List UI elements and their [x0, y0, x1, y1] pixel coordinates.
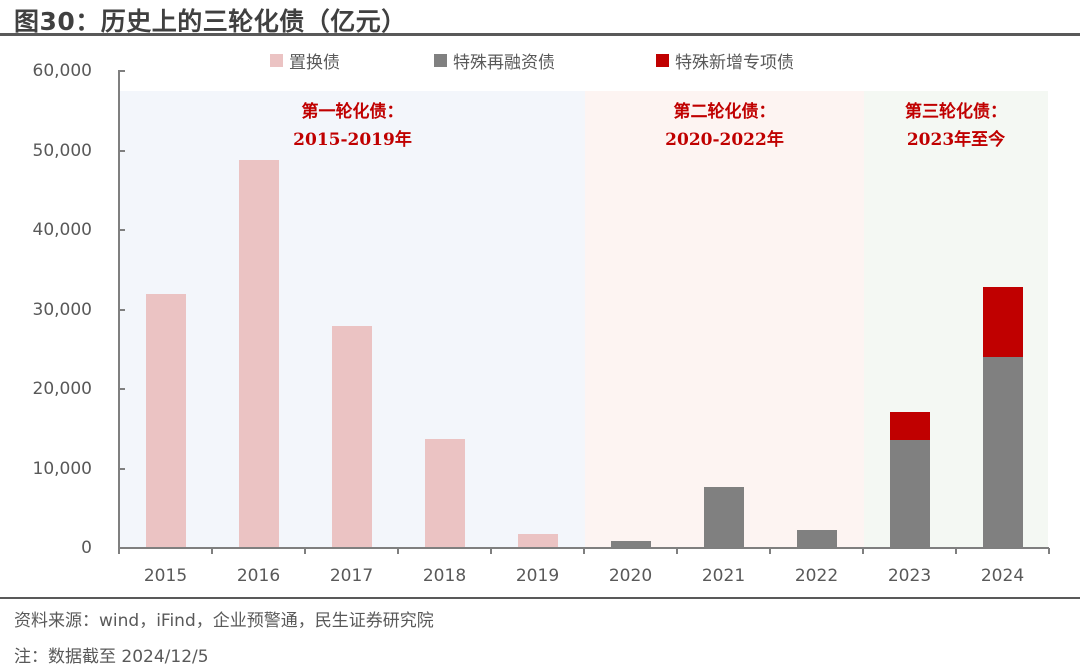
x-axis-label: 2020	[608, 566, 653, 586]
legend-label: 置换债	[289, 52, 340, 73]
legend-swatch-icon	[270, 53, 283, 67]
legend-swatch-icon	[656, 53, 669, 67]
y-axis-tick	[118, 229, 125, 231]
chart-plot-area: 0 10,000 20,000 30,000 40,000 50,000 60,000 20…	[32, 61, 1050, 586]
y-axis-tick	[118, 467, 125, 470]
y-axis-tick	[118, 149, 125, 152]
x-axis-tick	[1048, 548, 1050, 554]
y-axis-label: 30,000	[32, 299, 92, 320]
bar-replacement-bond-2016[interactable]	[238, 160, 279, 548]
x-axis-tick	[676, 548, 678, 554]
x-axis-label: 2015	[143, 566, 188, 586]
data-note: 注：数据截至 2024/12/5	[14, 647, 209, 667]
bar-special-new-special-bond-2024[interactable]	[982, 287, 1023, 358]
annotation-line-2: 2015-2019年	[293, 130, 412, 150]
x-axis-tick	[211, 548, 213, 554]
annotation-line-1: 第二轮化债：	[673, 102, 776, 122]
annotation-line-1: 第三轮化债：	[905, 102, 1007, 122]
legend-item-replacement-bonds: 置换债	[270, 49, 340, 73]
bar-special-refinancing-bond-2020[interactable]	[610, 540, 651, 548]
y-axis-tick	[118, 308, 125, 311]
region-background-second-round	[585, 91, 864, 548]
legend-item-special-refinancing-bonds: 特殊再融资债	[434, 49, 555, 73]
legend-swatch-icon	[434, 53, 447, 67]
bar-special-refinancing-bond-2022[interactable]	[796, 530, 837, 548]
region-annotation-third-round: 第三轮化债： 2023年至今	[905, 98, 1007, 154]
x-axis-label: 2024	[980, 566, 1025, 586]
footer-divider	[0, 597, 1080, 599]
legend-label: 特殊新增专项债	[675, 52, 794, 73]
annotation-line-1: 第一轮化债：	[301, 102, 404, 122]
bar-replacement-bond-2018[interactable]	[424, 439, 465, 548]
bar-special-refinancing-bond-2021[interactable]	[703, 486, 744, 548]
x-axis-label: 2022	[794, 566, 839, 586]
y-axis-label: 40,000	[32, 220, 92, 240]
x-axis-label: 2023	[887, 566, 932, 586]
title-divider	[0, 33, 1080, 36]
bar-replacement-bond-2017[interactable]	[331, 326, 372, 548]
x-axis-label: 2016	[236, 566, 281, 586]
x-axis-tick	[118, 548, 120, 554]
legend-item-special-new-special-bonds: 特殊新增专项债	[656, 49, 794, 73]
bar-special-new-special-bond-2023[interactable]	[889, 412, 930, 440]
y-axis-label: 60,000	[32, 61, 92, 81]
x-axis-label: 2021	[701, 566, 746, 586]
annotation-line-2: 2020-2022年	[665, 130, 784, 150]
y-axis-label: 10,000	[32, 458, 92, 479]
annotation-line-2: 2023年至今	[906, 130, 1006, 150]
y-axis-tick	[118, 547, 125, 549]
y-axis-label: 20,000	[32, 379, 92, 399]
x-axis-tick	[955, 548, 957, 554]
x-axis-tick	[583, 548, 585, 554]
x-axis-label: 2017	[329, 566, 374, 586]
x-axis-label: 2018	[422, 566, 467, 586]
x-axis-tick	[304, 548, 306, 554]
region-annotation-first-round: 第一轮化债： 2015-2019年	[293, 98, 412, 154]
y-axis-label: 0	[81, 538, 92, 558]
x-axis-tick	[769, 548, 771, 554]
bar-replacement-bond-2015[interactable]	[145, 293, 186, 548]
x-axis-label: 2019	[515, 566, 560, 586]
region-annotation-second-round: 第二轮化债： 2020-2022年	[665, 98, 784, 154]
x-axis-tick	[862, 548, 864, 554]
chart-title: 图30：历史上的三轮化债（亿元）	[14, 7, 407, 36]
legend-label: 特殊再融资债	[453, 52, 555, 73]
x-axis-tick	[397, 548, 399, 554]
y-axis-tick	[118, 70, 125, 72]
y-axis-tick	[118, 388, 125, 390]
bar-replacement-bond-2019[interactable]	[517, 534, 558, 548]
y-axis-label: 50,000	[32, 140, 92, 161]
bar-special-refinancing-bond-2023[interactable]	[889, 439, 930, 548]
x-axis-tick	[490, 548, 492, 554]
source-note: 资料来源：wind，iFind，企业预警通，民生证券研究院	[14, 611, 434, 631]
bar-special-refinancing-bond-2024[interactable]	[982, 357, 1023, 548]
